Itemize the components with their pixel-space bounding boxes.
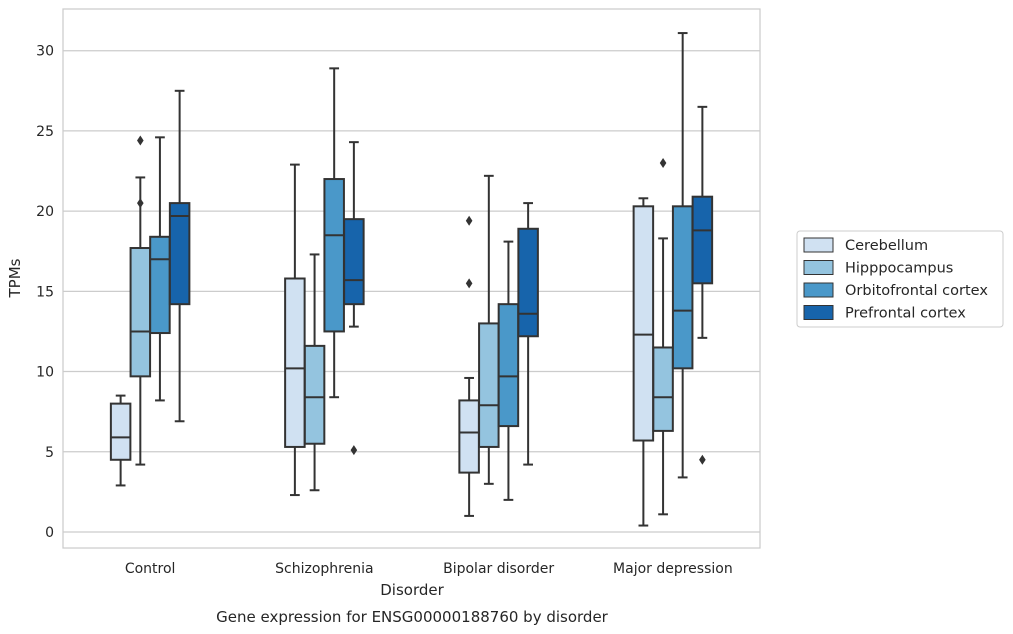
box-iqr (652, 346, 674, 432)
box-plot-marks (109, 32, 714, 527)
box-iqr (671, 205, 694, 370)
box-2-1 (323, 67, 345, 399)
box-1-0 (129, 135, 152, 466)
box-iqr (284, 277, 306, 448)
legend-swatch (803, 237, 834, 253)
y-tick-label: 25 (36, 124, 54, 140)
box-0-0 (109, 394, 132, 487)
y-axis-label: TPMs (6, 258, 24, 298)
x-axis-label: Disorder (380, 581, 444, 599)
chart-caption: Gene expression for ENSG00000188760 by d… (216, 608, 609, 626)
box-3-0 (168, 89, 191, 423)
y-tick-label: 30 (36, 44, 54, 60)
y-tick-label: 15 (36, 284, 54, 300)
box-2-2 (497, 240, 520, 501)
outlier-point (465, 278, 473, 289)
box-iqr (303, 344, 326, 445)
box-iqr (458, 399, 480, 474)
legend-frame (796, 230, 1004, 328)
y-tick-label: 20 (36, 204, 54, 220)
outlier-point (699, 454, 706, 465)
outlier-point (659, 158, 667, 168)
legend-label: Cerebellum (845, 238, 928, 254)
box-2-0 (149, 136, 171, 402)
box-iqr (478, 322, 500, 448)
box-iqr (149, 235, 171, 335)
box-3-1 (343, 141, 365, 456)
plot-frame (62, 8, 761, 549)
y-tick-label: 10 (36, 365, 54, 381)
legend-label: Prefrontal cortex (845, 306, 966, 322)
box-1-3 (652, 158, 674, 516)
legend-label: Orbitofrontal cortex (845, 283, 988, 299)
outlier-point (137, 135, 144, 146)
box-3-3 (691, 105, 714, 465)
outlier-point (350, 445, 358, 456)
box-iqr (109, 402, 132, 461)
outlier-point (465, 215, 473, 226)
y-axis-ticks: 0 5 10 15 20 25 30 (36, 44, 54, 541)
box-iqr (497, 303, 520, 428)
box-iqr (691, 195, 714, 285)
box-3-2 (517, 202, 539, 466)
box-0-3 (632, 197, 655, 527)
box-iqr (517, 227, 539, 338)
legend-swatch (803, 282, 834, 298)
box-2-3 (671, 32, 694, 479)
box-0-2 (458, 215, 480, 517)
box-iqr (168, 202, 191, 306)
legend-label: Hipppocampus (845, 261, 953, 277)
box-iqr (343, 218, 365, 306)
y-tick-label: 0 (45, 525, 54, 541)
legend: Cerebellum Hipppocampus Orbitofrontal cort… (796, 230, 1004, 328)
box-1-2 (478, 174, 500, 485)
x-axis-ticks: Control Schizophrenia Bipolar disorder Majo… (125, 561, 733, 577)
outlier-point (137, 198, 144, 209)
box-1-1 (303, 253, 326, 492)
box-iqr (632, 205, 655, 442)
x-tick-label: Major depression (613, 561, 733, 577)
legend-swatch (803, 305, 834, 320)
box-0-1 (284, 163, 306, 497)
box-iqr (129, 247, 152, 378)
x-tick-label: Bipolar disorder (443, 561, 554, 577)
box-iqr (323, 178, 345, 333)
x-tick-label: Control (125, 561, 176, 577)
x-tick-label: Schizophrenia (275, 561, 373, 577)
y-tick-label: 5 (45, 445, 54, 461)
legend-swatch (803, 260, 834, 275)
